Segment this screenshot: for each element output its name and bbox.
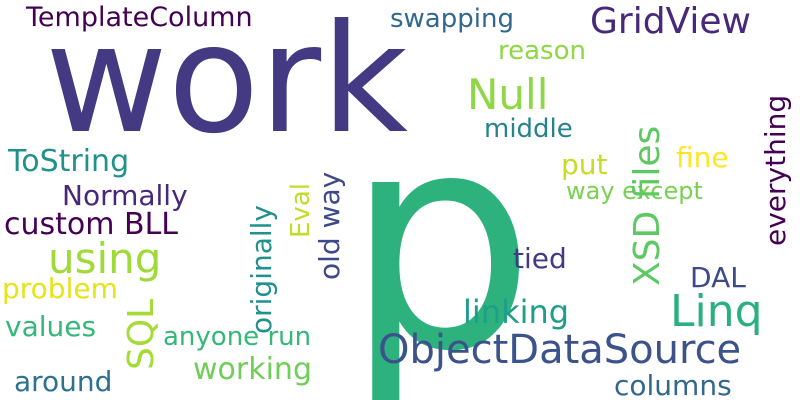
word-values: values: [5, 310, 97, 343]
word-tostring: ToString: [8, 144, 130, 179]
word-old-way: old way: [313, 171, 346, 280]
word-sql: SQL: [121, 298, 162, 370]
word-working: working: [193, 352, 312, 387]
word-fine: fine: [676, 141, 729, 174]
word-gridview: GridView: [590, 1, 751, 42]
word-put: put: [561, 148, 608, 181]
word-normally: Normally: [62, 179, 188, 212]
word-xsd-files: XSD files: [627, 125, 668, 286]
word-dal: DAL: [690, 261, 746, 294]
word-reason: reason: [498, 36, 586, 66]
word-columns: columns: [614, 369, 732, 400]
word-swapping: swapping: [390, 4, 514, 34]
word-originally: originally: [245, 204, 278, 334]
word-objectdatasource: ObjectDataSource: [378, 327, 742, 373]
word-everything: everything: [759, 94, 792, 246]
word-custom-bll: custom BLL: [4, 207, 179, 242]
word-linking: linking: [463, 293, 570, 331]
word-work: work: [45, 0, 408, 167]
word-middle: middle: [484, 114, 573, 144]
word-around: around: [14, 365, 113, 398]
word-linq: Linq: [670, 286, 763, 337]
word-problem: problem: [2, 272, 118, 305]
word-eval: Eval: [286, 183, 316, 238]
word-using: using: [48, 234, 162, 283]
word-templatecolumn: TemplateColumn: [26, 2, 253, 33]
word-null: Null: [467, 70, 549, 119]
word-anyone-run: anyone run: [163, 322, 312, 352]
word-tied: tied: [513, 242, 567, 275]
word-way-except: way except: [566, 177, 703, 205]
word-p: p: [345, 68, 536, 400]
